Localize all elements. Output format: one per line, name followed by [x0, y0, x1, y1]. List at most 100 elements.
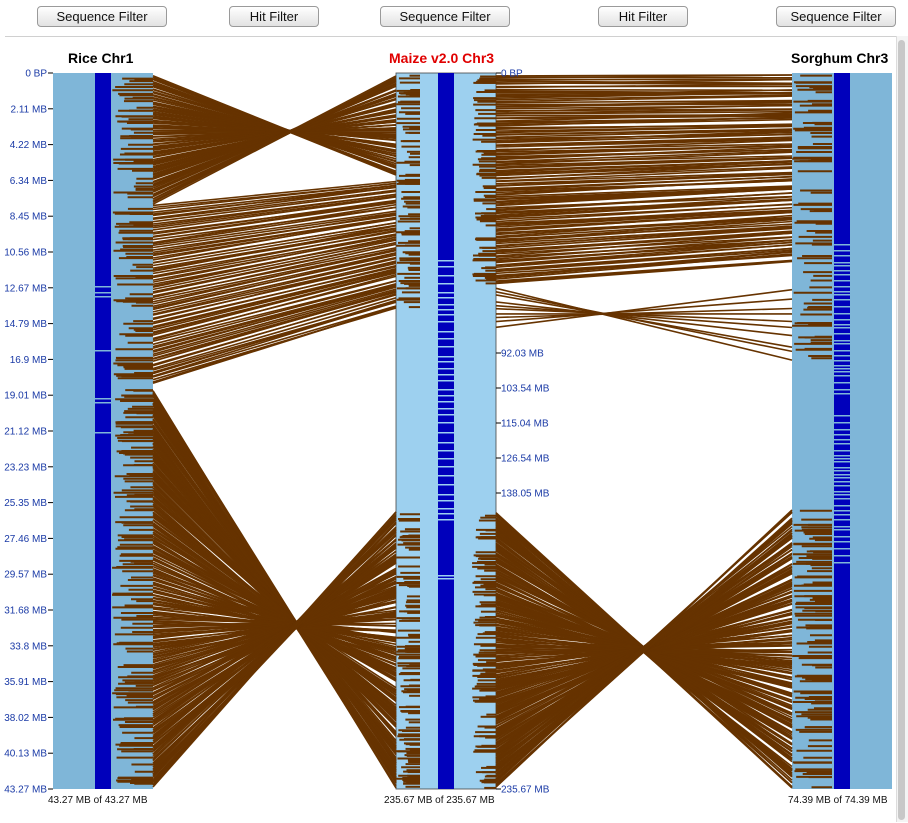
sorghum-gap [834, 265, 850, 267]
sorghum-gap [834, 343, 850, 345]
maize-gap [438, 484, 454, 486]
sorghum-gap [834, 458, 850, 460]
maize-gap [438, 297, 454, 299]
maize-tick-label: 138.05 MB [501, 489, 550, 500]
rice-tick-label: 40.13 MB [4, 749, 47, 760]
maize-gap [438, 266, 454, 268]
sorghum-gap [834, 250, 850, 252]
maize-gap [438, 304, 454, 306]
rice-tick-label: 14.79 MB [4, 319, 47, 330]
maize-gap [438, 380, 454, 382]
sorghum-gap [834, 498, 850, 500]
rice-tick-label: 35.91 MB [4, 677, 47, 688]
sorghum-gap [834, 313, 850, 315]
sorghum-gap [834, 443, 850, 445]
maize-gap [438, 442, 454, 444]
rice-tick-label: 19.01 MB [4, 391, 47, 402]
rice-tick-label: 16.9 MB [10, 355, 48, 366]
rice-tick-label: 23.23 MB [4, 462, 47, 473]
rice-tick-label: 27.46 MB [4, 534, 47, 545]
sorghum-gap [834, 519, 850, 521]
maize-gap [438, 475, 454, 477]
rice-tick-label: 4.22 MB [10, 140, 48, 151]
sorghum-gap [834, 355, 850, 357]
maize-gap [438, 575, 454, 577]
scrollbar-thumb[interactable] [898, 40, 905, 820]
rice-tick-label: 31.68 MB [4, 606, 47, 617]
maize-gap [438, 321, 454, 323]
sorghum-gap [834, 255, 850, 257]
maize-gap [438, 260, 454, 262]
sorghum-footer: 74.39 MB of 74.39 MB [788, 795, 888, 806]
rice-gap [95, 286, 111, 288]
sorghum-gap [834, 299, 850, 301]
sorghum-gap [834, 481, 850, 483]
sorghum-gap [834, 291, 850, 293]
sorghum-gap [834, 382, 850, 384]
sorghum-gap [834, 422, 850, 424]
maize-tick-label: 126.54 MB [501, 454, 550, 465]
sorghum-gap [834, 333, 850, 335]
sorghum-gap [834, 340, 850, 342]
rice-gap [95, 350, 111, 352]
maize-track-title: Maize v2.0 Chr3 [389, 50, 494, 66]
sorghum-gap [834, 244, 850, 246]
maize-gap [438, 519, 454, 521]
sorghum-gap [834, 360, 850, 362]
maize-tick-label: 103.54 MB [501, 384, 550, 395]
sorghum-gap [834, 491, 850, 493]
rice-tick-label: 43.27 MB [4, 785, 47, 796]
maize-gap [438, 466, 454, 468]
sorghum-gap [834, 467, 850, 469]
rice-gap [95, 292, 111, 294]
sorghum-gap [834, 434, 850, 436]
maize-gap [438, 314, 454, 316]
sorghum-gap [834, 562, 850, 564]
sorghum-gap [834, 529, 850, 531]
sorghum-gap [834, 450, 850, 452]
maize-gap [438, 283, 454, 285]
rice-tick-label: 10.56 MB [4, 248, 47, 259]
sorghum-gap [834, 474, 850, 476]
maize-gap [438, 368, 454, 370]
rice-track-title: Rice Chr1 [68, 50, 133, 66]
sorghum-gap [834, 270, 850, 272]
rice-tick-label: 29.57 MB [4, 570, 47, 581]
maize-gap [438, 500, 454, 502]
maize-tick-label: 235.67 MB [501, 785, 550, 796]
sorghum-gap [834, 294, 850, 296]
maize-tick-label: 0 BP [501, 69, 523, 80]
sorghum-gap [834, 461, 850, 463]
maize-gap [438, 508, 454, 510]
sorghum-gap [834, 439, 850, 441]
sorghum-gap [834, 555, 850, 557]
rice-chromosome [95, 73, 111, 789]
sorghum-gap [834, 280, 850, 282]
rice-tick-label: 21.12 MB [4, 427, 47, 438]
sorghum-gap [834, 455, 850, 457]
synteny-link [153, 298, 396, 369]
sorghum-gap [834, 494, 850, 496]
rice-tick-label: 12.67 MB [4, 283, 47, 294]
maize-gap [438, 361, 454, 363]
sorghum-gap [834, 375, 850, 377]
sorghum-track-title: Sorghum Chr3 [791, 50, 888, 66]
rice-footer: 43.27 MB of 43.27 MB [48, 795, 148, 806]
maize-gap [438, 346, 454, 348]
sorghum-gap [834, 541, 850, 543]
sorghum-gap [834, 286, 850, 288]
maize-gap [438, 292, 454, 294]
sorghum-gap [834, 393, 850, 395]
maize-gap [438, 338, 454, 340]
sorghum-gap [834, 526, 850, 528]
maize-gap [438, 422, 454, 424]
maize-gap [438, 450, 454, 452]
rice-tick-label: 33.8 MB [10, 641, 48, 652]
sorghum-gap [834, 477, 850, 479]
maize-gap [438, 389, 454, 391]
sorghum-gap [834, 306, 850, 308]
maize-gap [438, 275, 454, 277]
sorghum-chromosome [834, 73, 850, 789]
maize-gap [438, 401, 454, 403]
